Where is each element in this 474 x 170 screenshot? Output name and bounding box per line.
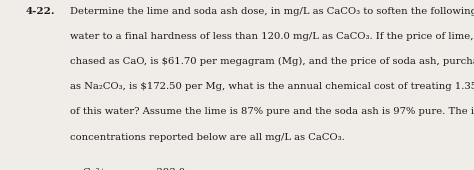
Text: = 293.0: = 293.0 (145, 168, 185, 170)
Text: chased as CaO, is $61.70 per megagram (Mg), and the price of soda ash, purchased: chased as CaO, is $61.70 per megagram (M… (70, 57, 474, 66)
Text: 4-22.: 4-22. (26, 7, 56, 16)
Text: of this water? Assume the lime is 87% pure and the soda ash is 97% pure. The ion: of this water? Assume the lime is 87% pu… (70, 107, 474, 116)
Text: Ca²⁺: Ca²⁺ (83, 168, 106, 170)
Text: as Na₂CO₃, is $172.50 per Mg, what is the annual chemical cost of treating 1.35 : as Na₂CO₃, is $172.50 per Mg, what is th… (70, 82, 474, 91)
Text: water to a final hardness of less than 120.0 mg/L as CaCO₃. If the price of lime: water to a final hardness of less than 1… (70, 32, 474, 41)
Text: concentrations reported below are all mg/L as CaCO₃.: concentrations reported below are all mg… (70, 133, 345, 142)
Text: Determine the lime and soda ash dose, in mg/L as CaCO₃ to soften the following: Determine the lime and soda ash dose, in… (70, 7, 474, 16)
